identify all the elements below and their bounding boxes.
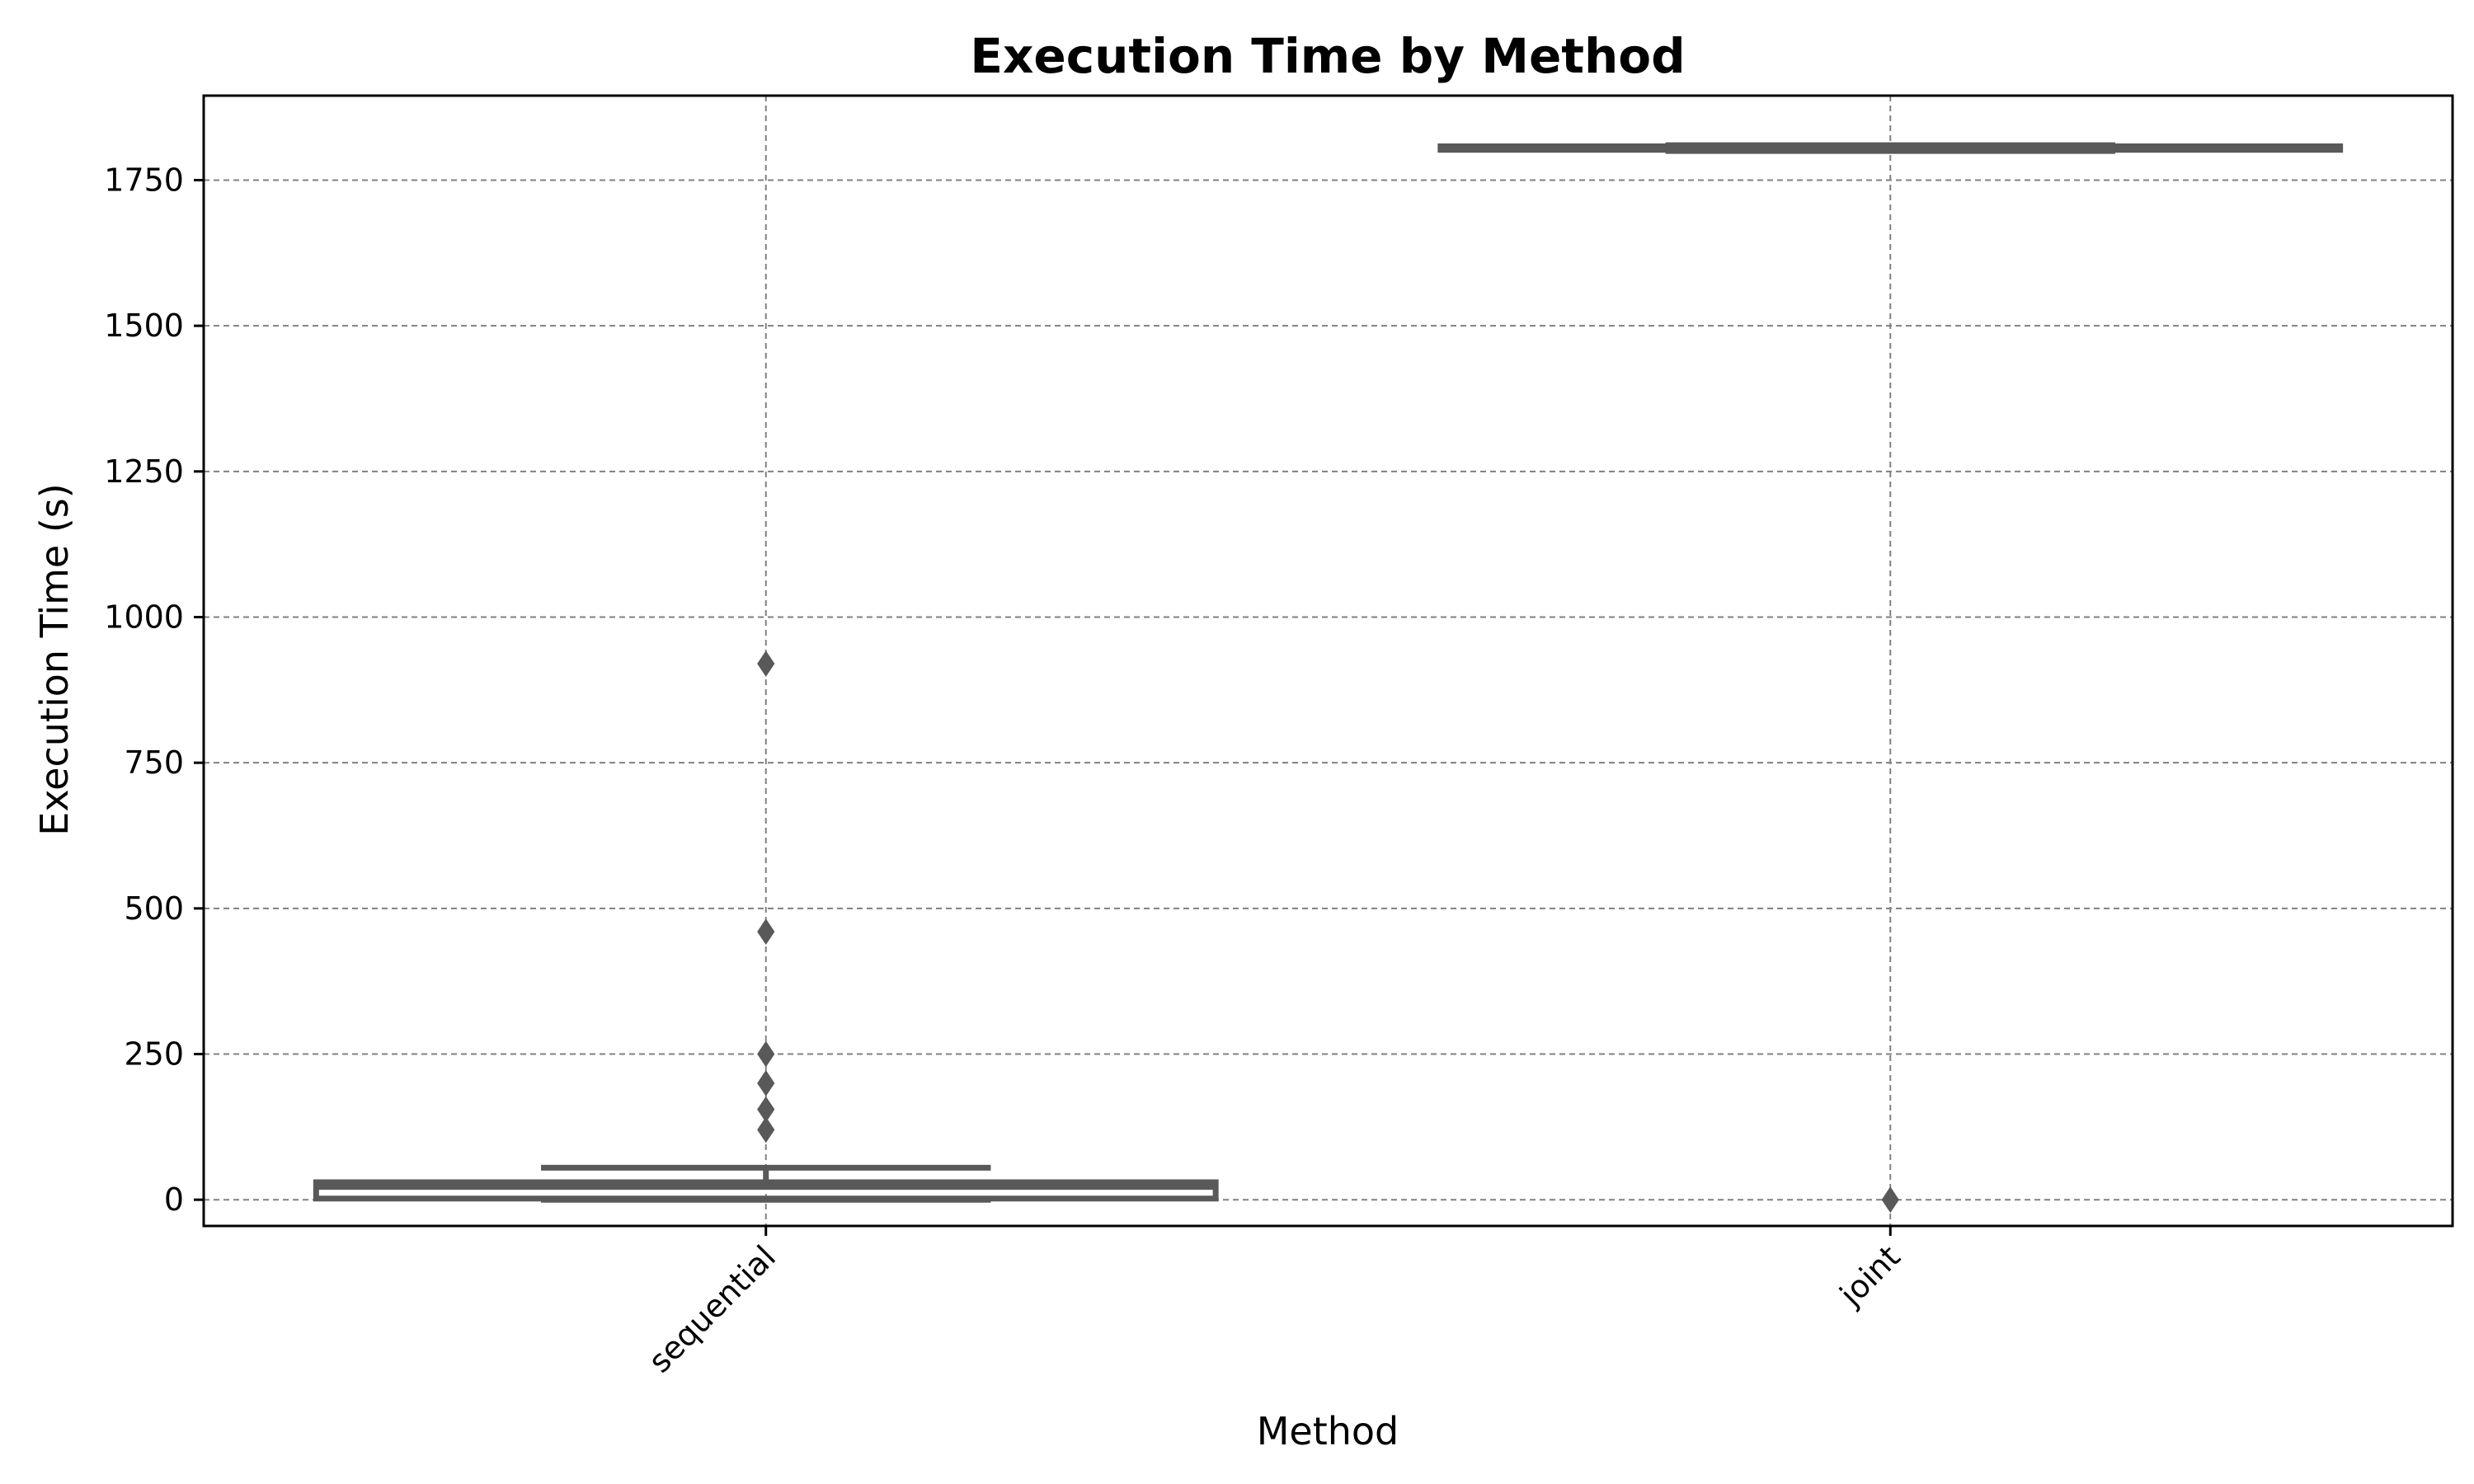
y-tick-label: 500: [124, 890, 184, 927]
outlier-point: [757, 918, 775, 946]
x-tick-label: joint: [1832, 1238, 1907, 1313]
outlier-point: [1881, 1186, 1899, 1214]
plot-frame: [202, 94, 2454, 1228]
box-sequential: [313, 650, 1219, 1203]
box-layer: [313, 142, 2344, 1214]
y-axis-label: Execution Time (s): [32, 483, 77, 835]
y-tick-label: 1500: [104, 308, 184, 344]
x-axis-label: Method: [1257, 1409, 1399, 1453]
grid-layer: [204, 96, 2453, 1226]
box-joint: [1437, 142, 2344, 1214]
outlier-point: [757, 1040, 775, 1068]
outlier-point: [757, 1116, 775, 1144]
outlier-point: [757, 650, 775, 677]
y-tick-label: 1750: [104, 162, 184, 198]
chart-title: Execution Time by Method: [970, 28, 1685, 84]
y-tick-label: 1250: [104, 453, 184, 490]
x-tick-label: sequential: [642, 1238, 783, 1379]
y-tick-label: 1000: [104, 599, 184, 635]
outlier-point: [757, 1069, 775, 1097]
outlier-point: [757, 1096, 775, 1123]
y-tick-label: 0: [164, 1181, 184, 1218]
y-tick-label: 250: [124, 1036, 184, 1073]
y-tick-label: 750: [124, 744, 184, 781]
